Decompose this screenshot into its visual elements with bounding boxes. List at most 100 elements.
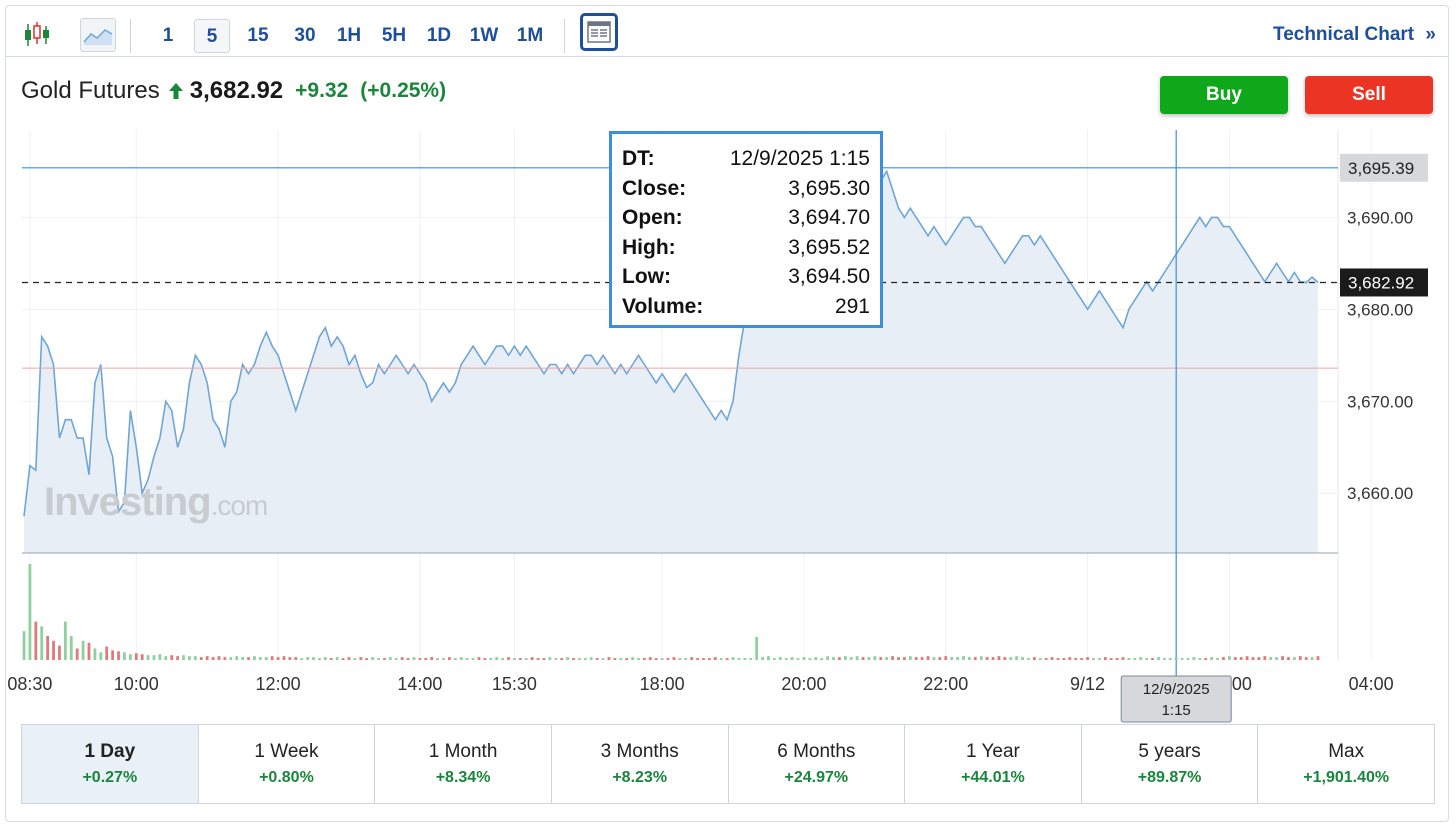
volume-bar: [684, 658, 688, 660]
volume-bar: [1044, 658, 1048, 660]
volume-bar: [690, 657, 694, 660]
volume-bar: [1192, 657, 1196, 660]
volume-bar: [1068, 657, 1072, 660]
volume-bar: [335, 657, 339, 660]
volume-bar: [436, 658, 440, 660]
volume-bar: [1062, 658, 1066, 660]
tooltip-row: DT: 12/9/2025 1:15: [622, 144, 870, 174]
interval-1[interactable]: 1: [162, 25, 174, 46]
interval-5h[interactable]: 5H: [381, 25, 407, 46]
volume-bar: [318, 658, 321, 660]
range-tab-1-week[interactable]: 1 Week +0.80%: [199, 725, 376, 803]
tooltip-value: 291: [834, 294, 870, 318]
technical-chart-label: Technical Chart: [1273, 24, 1415, 45]
current-price-label: 3,682.92: [1348, 273, 1414, 292]
toolbar-divider: [564, 19, 565, 53]
range-change-pct: +8.34%: [435, 769, 491, 786]
range-change-pct: +0.80%: [259, 769, 314, 786]
layout-icon[interactable]: [580, 13, 618, 51]
range-tab-1-day[interactable]: 1 Day +0.27%: [22, 725, 199, 803]
volume-bar: [1092, 658, 1095, 660]
volume-bar: [341, 658, 345, 660]
tooltip-value: 3,695.30: [788, 176, 870, 200]
technical-chart-link[interactable]: Technical Chart »: [1273, 24, 1436, 46]
volume-bar: [1145, 658, 1149, 660]
volume-bar: [725, 658, 729, 660]
range-tab-6-months[interactable]: 6 Months +24.97%: [729, 725, 906, 803]
range-tab-max[interactable]: Max +1,901.40%: [1258, 725, 1434, 803]
volume-bar: [967, 657, 971, 660]
volume-bar: [542, 658, 546, 660]
tooltip-row: Volume: 291: [622, 292, 870, 322]
volume-bar: [22, 631, 26, 660]
volume-bar: [524, 658, 528, 660]
area-chart-icon[interactable]: [80, 18, 116, 52]
current-price-box: [1340, 268, 1428, 297]
volume-bar: [843, 656, 847, 660]
range-tab-3-months[interactable]: 3 Months +8.23%: [552, 725, 729, 803]
volume-bar: [625, 658, 629, 660]
volume-bar: [347, 657, 351, 660]
tooltip-row: Close: 3,695.30: [622, 174, 870, 204]
volume-bar: [406, 658, 410, 660]
volume-bar: [388, 657, 392, 660]
y-tick-label: 3,670.00: [1347, 392, 1413, 411]
interval-1m[interactable]: 1M: [516, 25, 544, 46]
volume-bar: [1204, 658, 1208, 660]
volume-bar: [199, 657, 203, 660]
volume-bar: [1186, 658, 1190, 660]
volume-bar: [1121, 657, 1125, 660]
volume-bar: [1239, 657, 1243, 660]
range-label: 1 Week: [254, 741, 319, 762]
volume-bar: [1080, 658, 1084, 660]
volume-bar: [164, 656, 168, 660]
range-change-pct: +1,901.40%: [1303, 769, 1390, 786]
time-range-selector: 1 Day +0.27% 1 Week +0.80% 1 Month +8.34% 3 Mo…: [21, 724, 1435, 804]
range-tab-1-year[interactable]: 1 Year +44.01%: [905, 725, 1082, 803]
volume-bar: [861, 657, 865, 660]
volume-bar: [743, 658, 747, 660]
interval-30[interactable]: 30: [294, 25, 316, 46]
volume-bar: [134, 653, 138, 660]
interval-1d[interactable]: 1D: [426, 25, 452, 46]
volume-bar: [424, 658, 428, 660]
instrument-name: Gold Futures: [21, 77, 160, 104]
volume-bar: [950, 657, 954, 660]
interval-5[interactable]: 5: [194, 19, 230, 53]
price-area: [24, 168, 1318, 553]
volume-bar: [855, 656, 859, 660]
x-tick-label: 04:00: [1349, 674, 1394, 694]
volume-bar: [914, 657, 918, 660]
volume-bar: [1292, 657, 1296, 660]
volume-bar: [583, 658, 587, 660]
volume-bar: [235, 656, 239, 660]
interval-15[interactable]: 15: [247, 25, 269, 46]
interval-1w[interactable]: 1W: [469, 25, 499, 46]
volume-bar: [247, 657, 250, 660]
volume-bar: [1287, 657, 1290, 660]
volume-bar: [40, 626, 44, 660]
volume-bar: [193, 656, 197, 660]
candlestick-icon[interactable]: [20, 18, 54, 52]
volume-bar: [796, 658, 800, 660]
range-change-pct: +24.97%: [784, 769, 849, 786]
volume-bar: [182, 655, 185, 660]
sell-button[interactable]: Sell: [1305, 76, 1433, 114]
volume-bar: [867, 657, 871, 660]
volume-bar: [1157, 657, 1160, 660]
interval-1h[interactable]: 1H: [336, 25, 362, 46]
volume-bar: [991, 657, 995, 660]
range-tab-1-month[interactable]: 1 Month +8.34%: [375, 725, 552, 803]
volume-bar: [938, 657, 942, 660]
chevron-double-right-icon: »: [1425, 24, 1436, 45]
range-tab-5-years[interactable]: 5 years +89.87%: [1082, 725, 1259, 803]
tooltip-key: DT:: [622, 147, 655, 170]
volume-bar: [1257, 657, 1261, 660]
volume-bar: [353, 658, 357, 660]
volume-bar: [241, 657, 245, 660]
crosshair-date-box: [1120, 675, 1232, 723]
x-tick-label: 20:00: [781, 674, 826, 694]
buy-button[interactable]: Buy: [1160, 76, 1288, 114]
volume-bar: [536, 658, 540, 660]
